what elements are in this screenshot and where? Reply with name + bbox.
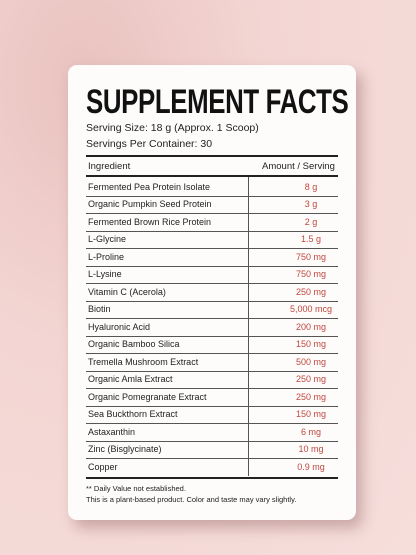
row-line	[86, 195, 338, 197]
servings-per-container: Servings Per Container: 30	[86, 138, 213, 150]
ingredient: Biotin	[88, 304, 111, 314]
row-line	[86, 318, 338, 319]
row-line	[86, 440, 338, 442]
row-line	[86, 300, 338, 302]
amount: 750 mg	[295, 269, 327, 279]
amount: 250 mg	[295, 391, 327, 402]
amount: 750 mg	[295, 251, 327, 262]
divider	[86, 175, 338, 177]
amount: 0.9 mg	[297, 461, 325, 472]
column-divider	[248, 177, 249, 476]
ingredient: Zinc (Bisglycinate)	[88, 444, 162, 454]
amount: 1.5 g	[300, 234, 322, 244]
row-line	[86, 405, 338, 407]
amount: 6 mg	[300, 426, 321, 437]
amount: 150 mg	[295, 409, 327, 419]
row-line	[86, 248, 338, 249]
row-line	[86, 230, 338, 232]
amount: 5,000 mcg	[289, 304, 333, 314]
footnote: ** Daily Value not established.	[86, 483, 186, 493]
ingredient: Tremella Mushroom Extract	[88, 356, 199, 367]
ingredient: L-Proline	[88, 251, 125, 262]
amount: 3 g	[304, 199, 318, 209]
column-header: Ingredient	[88, 161, 131, 172]
ingredient: Copper	[88, 461, 118, 472]
row-line	[86, 283, 338, 284]
row-line	[86, 388, 338, 389]
row-line	[86, 353, 338, 354]
amount: 250 mg	[295, 374, 327, 384]
column-header: Amount / Serving	[262, 161, 335, 172]
ingredient: Organic Bamboo Silica	[88, 339, 180, 349]
ingredient: L-Glycine	[88, 234, 127, 244]
amount: 150 mg	[295, 339, 327, 349]
amount: 200 mg	[295, 321, 327, 332]
ingredient: Organic Amla Extract	[88, 374, 173, 384]
ingredient: Organic Pumpkin Seed Protein	[88, 199, 212, 209]
row-line	[86, 423, 338, 424]
row-line	[86, 370, 338, 372]
divider	[86, 476, 338, 479]
title: SUPPLEMENT FACTS	[86, 83, 349, 121]
row-line	[86, 265, 338, 267]
ingredient: Fermented Pea Protein Isolate	[88, 181, 211, 192]
row-line	[86, 458, 338, 459]
ingredient: L-Lysine	[88, 269, 122, 279]
ingredient: Hyaluronic Acid	[88, 321, 151, 332]
ingredient: Fermented Brown Rice Protein	[88, 216, 212, 227]
ingredient: Sea Buckthorn Extract	[88, 409, 178, 419]
label-card: SUPPLEMENT FACTS Serving Size: 18 g (App…	[68, 65, 356, 520]
amount: 250 mg	[295, 286, 327, 297]
amount: 10 mg	[298, 444, 324, 454]
row-line	[86, 213, 338, 214]
ingredient: Vitamin C (Acerola)	[88, 286, 166, 297]
row-line	[86, 335, 338, 337]
amount: 500 mg	[295, 356, 327, 367]
label-content: SUPPLEMENT FACTS Serving Size: 18 g (App…	[86, 65, 349, 520]
amount: 2 g	[304, 216, 318, 227]
ingredient: Astaxanthin	[88, 426, 136, 437]
serving-size: Serving Size: 18 g (Approx. 1 Scoop)	[86, 122, 259, 134]
divider	[86, 155, 338, 157]
footnote: This is a plant-based product. Color and…	[86, 494, 297, 504]
amount: 8 g	[304, 181, 318, 192]
ingredient: Organic Pomegranate Extract	[88, 391, 207, 402]
